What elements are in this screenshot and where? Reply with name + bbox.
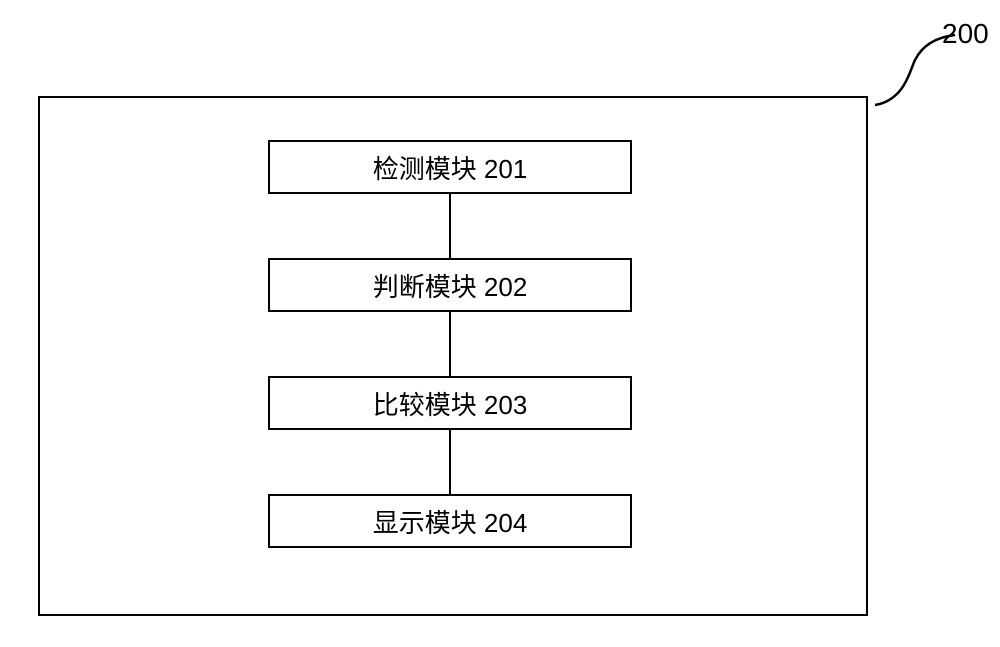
module-label: 判断模块 202: [373, 267, 528, 304]
module-label: 比较模块 203: [373, 385, 528, 422]
diagram-canvas: 200 检测模块 201 判断模块 202 比较模块 203 显示模块 204: [0, 0, 1000, 647]
leader-curve: [870, 30, 960, 110]
module-detection: 检测模块 201: [268, 140, 632, 194]
module-comparison: 比较模块 203: [268, 376, 632, 430]
module-judgment: 判断模块 202: [268, 258, 632, 312]
connector-1-2: [449, 194, 451, 258]
module-label: 显示模块 204: [373, 503, 528, 540]
module-label: 检测模块 201: [373, 149, 528, 186]
module-display: 显示模块 204: [268, 494, 632, 548]
connector-3-4: [449, 430, 451, 494]
connector-2-3: [449, 312, 451, 376]
